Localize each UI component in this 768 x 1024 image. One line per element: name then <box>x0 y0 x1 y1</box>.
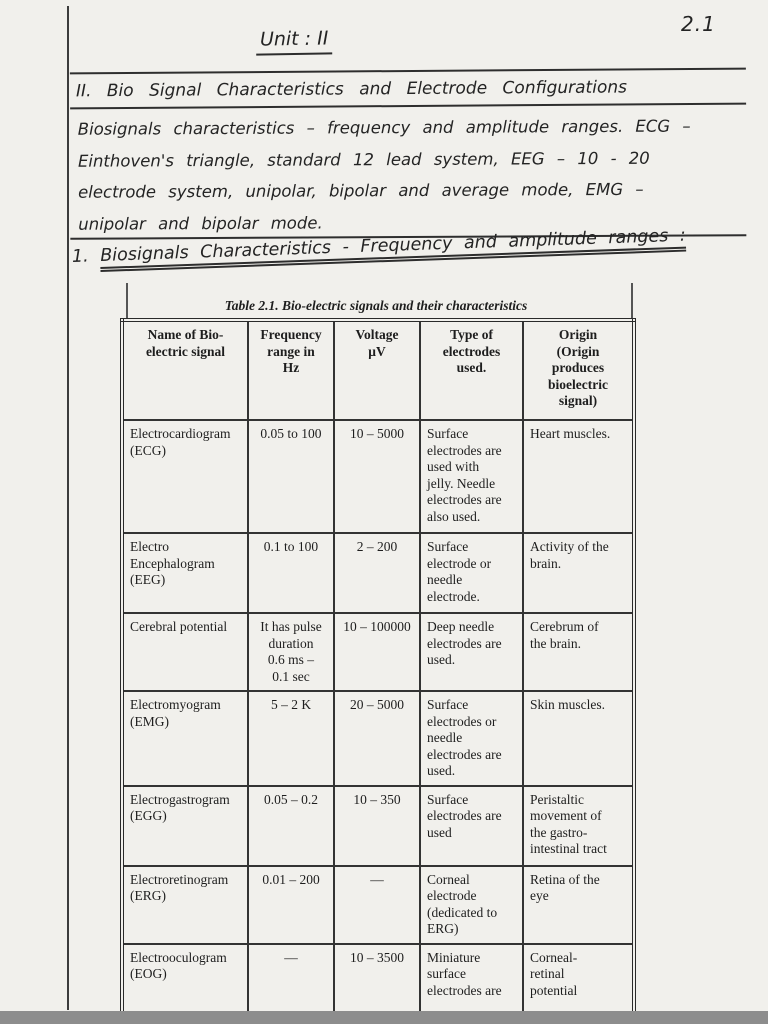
table-row-ecg: Electrocardiogram (ECG) 0.05 to 100 10 –… <box>121 419 635 534</box>
syllabus-line-1: Biosignals characteristics – frequency a… <box>77 116 691 139</box>
syllabus-line-3: electrode system, unipolar, bipolar and … <box>78 179 644 202</box>
cell-name: Electrooculogram (EOG) <box>121 942 249 1024</box>
table-row-eog: Electrooculogram (EOG) — 10 – 3500 Minia… <box>121 942 635 1024</box>
cell-electrodes: Surface electrodes are used with jelly. … <box>419 419 524 534</box>
cell-electrodes: Surface electrodes are used <box>419 784 524 867</box>
cell-origin: Retina of the eye <box>522 864 635 945</box>
bioelectric-signals-table: Name of Bio- electric signal Frequency r… <box>120 318 636 1024</box>
col-header-signal-name: Name of Bio- electric signal <box>121 319 249 421</box>
chapter-heading-box: II. Bio Signal Characteristics and Elect… <box>69 67 747 110</box>
cell-name: Electro Encephalogram (EEG) <box>121 532 249 614</box>
table-caption: Table 2.1. Bio-electric signals and thei… <box>224 298 528 313</box>
unit-title: Unit : II <box>255 27 333 56</box>
cell-electrodes: Corneal electrode (dedicated to ERG) <box>419 864 524 945</box>
cell-name: Electrocardiogram (ECG) <box>121 419 249 534</box>
col-header-origin: Origin (Origin produces bioelectric sign… <box>522 319 635 421</box>
cell-electrodes: Miniature surface electrodes are <box>419 942 524 1024</box>
cell-name: Electromyogram (EMG) <box>121 690 249 787</box>
cell-frequency: 0.01 – 200 <box>247 864 335 945</box>
cell-frequency: — <box>247 942 335 1024</box>
table-right-guide-rule <box>631 283 633 318</box>
table-row-egg: Electrogastrogram (EGG) 0.05 – 0.2 10 – … <box>121 784 635 867</box>
cell-voltage: 10 – 350 <box>333 784 421 867</box>
table-row-cerebral: Cerebral potential It has pulse duration… <box>121 612 635 692</box>
cell-origin: Skin muscles. <box>522 690 635 787</box>
col-header-voltage: Voltage μV <box>333 319 421 421</box>
col-header-frequency: Frequency range in Hz <box>247 319 335 421</box>
cell-origin: Corneal- retinal potential <box>522 942 635 1024</box>
cell-name: Electrogastrogram (EGG) <box>121 784 249 867</box>
cell-voltage: — <box>333 864 421 945</box>
cell-name: Cerebral potential <box>121 612 249 692</box>
cell-voltage: 10 – 100000 <box>333 612 421 692</box>
cell-frequency: 0.1 to 100 <box>247 532 335 614</box>
cell-electrodes: Deep needle electrodes are used. <box>419 612 524 692</box>
cell-origin: Heart muscles. <box>522 419 635 534</box>
cell-name: Electroretinogram (ERG) <box>121 864 249 945</box>
cell-voltage: 20 – 5000 <box>333 690 421 787</box>
cell-frequency: 0.05 – 0.2 <box>247 784 335 867</box>
syllabus-paragraph-box: Biosignals characteristics – frequency a… <box>69 105 747 240</box>
cell-electrodes: Surface electrodes or needle electrodes … <box>419 690 524 787</box>
table-row-emg: Electromyogram (EMG) 5 – 2 K 20 – 5000 S… <box>121 690 635 787</box>
chapter-heading: II. Bio Signal Characteristics and Elect… <box>75 76 628 101</box>
cell-voltage: 2 – 200 <box>333 532 421 614</box>
cell-frequency: 5 – 2 K <box>247 690 335 787</box>
left-margin-rule <box>67 6 69 1010</box>
cell-voltage: 10 – 3500 <box>333 942 421 1024</box>
cell-frequency: It has pulse duration 0.6 ms – 0.1 sec <box>247 612 335 692</box>
table-row-erg: Electroretinogram (ERG) 0.01 – 200 — Cor… <box>121 864 635 945</box>
cell-voltage: 10 – 5000 <box>333 419 421 534</box>
table-row-eeg: Electro Encephalogram (EEG) 0.1 to 100 2… <box>121 532 635 614</box>
page-number: 2.1 <box>681 12 716 36</box>
cell-electrodes: Surface electrode or needle electrode. <box>419 532 524 614</box>
cell-frequency: 0.05 to 100 <box>247 419 335 534</box>
scan-edge-strip <box>0 1011 768 1024</box>
table-header-row: Name of Bio- electric signal Frequency r… <box>121 319 635 421</box>
cell-origin: Activity of the brain. <box>522 532 635 614</box>
cell-origin: Cerebrum of the brain. <box>522 612 635 692</box>
syllabus-line-2: Einthoven's triangle, standard 12 lead s… <box>77 148 650 171</box>
cell-origin: Peristaltic movement of the gastro- inte… <box>522 784 635 867</box>
section-number: 1. <box>71 246 90 267</box>
col-header-electrodes: Type of electrodes used. <box>419 319 524 421</box>
table-left-guide-rule <box>126 283 128 318</box>
